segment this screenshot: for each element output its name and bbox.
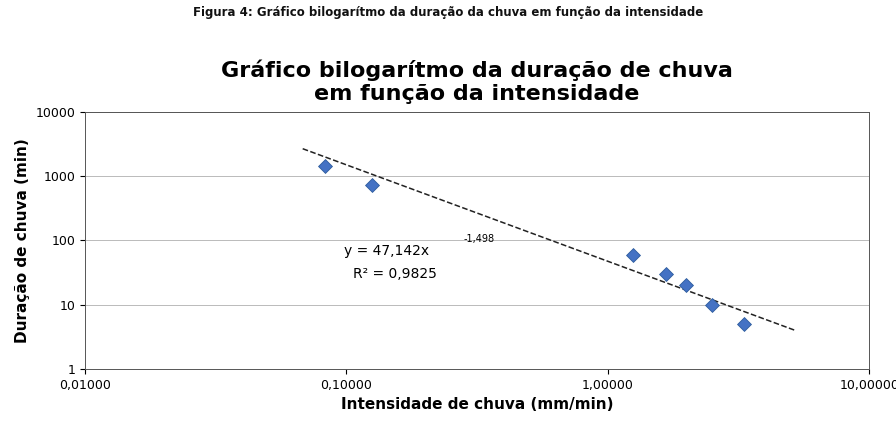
Point	[626, 251, 641, 258]
Point	[737, 320, 752, 327]
Point	[679, 282, 694, 289]
Point	[659, 270, 673, 277]
Text: R² = 0,9825: R² = 0,9825	[353, 267, 437, 281]
X-axis label: Intensidade de chuva (mm/min): Intensidade de chuva (mm/min)	[340, 397, 614, 412]
Point	[318, 162, 332, 169]
Title: Gráfico bilogarítmo da duração de chuva
em função da intensidade: Gráfico bilogarítmo da duração de chuva …	[221, 60, 733, 104]
Text: y = 47,142x: y = 47,142x	[344, 244, 429, 257]
Text: Figura 4: Gráfico bilogarítmo da duração da chuva em função da intensidade: Figura 4: Gráfico bilogarítmo da duração…	[193, 6, 703, 19]
Text: -1,498: -1,498	[464, 234, 495, 244]
Y-axis label: Duração de chuva (min): Duração de chuva (min)	[15, 138, 30, 343]
Point	[704, 301, 719, 308]
Point	[365, 181, 379, 188]
